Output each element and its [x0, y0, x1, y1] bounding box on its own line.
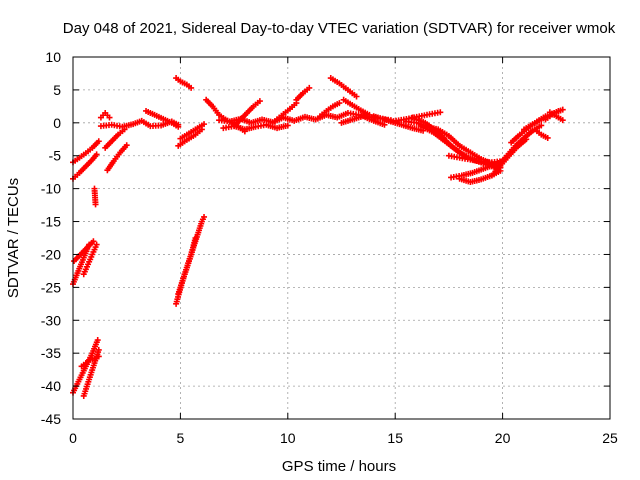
data-point	[93, 241, 100, 248]
data-point	[538, 122, 545, 129]
series-arc-18	[175, 126, 205, 149]
y-tick-label: 5	[53, 82, 61, 98]
y-tick-label: -35	[41, 345, 61, 361]
series-arc-10	[71, 238, 97, 265]
data-point	[336, 100, 343, 107]
data-point	[544, 134, 551, 141]
series-arc-29	[338, 113, 388, 128]
data-point	[201, 213, 208, 220]
series-arc-19	[177, 121, 208, 142]
data-point	[95, 353, 102, 360]
data-point	[497, 167, 504, 174]
series-arc-14	[78, 353, 102, 370]
series-arc-23	[231, 98, 263, 130]
data-point	[256, 98, 263, 105]
data-point	[381, 121, 388, 128]
axis-ticks	[72, 56, 611, 420]
series-arc-07	[143, 107, 182, 130]
x-tick-label: 20	[495, 430, 511, 446]
data-markers	[70, 75, 566, 399]
data-point	[437, 109, 444, 116]
data-point	[92, 201, 99, 208]
series-arc-02	[70, 151, 100, 182]
data-point	[123, 142, 130, 149]
y-tick-label: -30	[41, 312, 61, 328]
data-point	[95, 346, 102, 353]
series-arc-05	[102, 126, 128, 151]
y-tick-label: -45	[41, 411, 61, 427]
x-axis-label: GPS time / hours	[282, 458, 396, 475]
series-arc-25	[293, 84, 313, 103]
data-point	[353, 93, 360, 100]
series-arc-06	[104, 142, 130, 174]
y-axis-label: SDTVAR / TECUs	[5, 178, 22, 298]
y-tick-label: -10	[41, 181, 61, 197]
series-arc-16	[175, 235, 199, 297]
y-tick-label: -25	[41, 279, 61, 295]
chart-title: Day 048 of 2021, Sidereal Day-to-day VTE…	[63, 20, 616, 37]
data-point	[106, 114, 113, 121]
data-point	[192, 235, 199, 241]
data-point	[201, 121, 208, 128]
series-arc-08	[91, 185, 99, 208]
series-arc-04	[97, 109, 113, 121]
x-tick-label: 0	[69, 430, 77, 446]
y-tick-label: -40	[41, 378, 61, 394]
x-tick-label: 10	[280, 430, 296, 446]
series-arc-44	[542, 106, 566, 123]
data-point	[175, 123, 182, 130]
series-arc-42	[531, 126, 551, 141]
y-tick-label: -20	[41, 246, 61, 262]
data-point	[559, 117, 566, 124]
data-point	[284, 122, 291, 129]
series-arc-26	[317, 100, 343, 120]
data-point	[93, 151, 100, 158]
data-point	[90, 238, 97, 245]
tick-labels: 0 5 10 15 20 25 10 5 0 -5 -10 -15 -20 -25 -30 -35 -40 -45	[41, 49, 618, 446]
data-point	[94, 337, 101, 344]
plot-frame	[72, 56, 611, 420]
y-tick-label: 0	[53, 115, 61, 131]
y-tick-label: 10	[45, 49, 61, 65]
data-point	[95, 138, 102, 145]
series-arc-27	[327, 75, 360, 100]
y-tick-label: -5	[49, 148, 62, 164]
x-tick-label: 25	[602, 430, 618, 446]
series-arc-11	[80, 241, 100, 278]
data-point	[188, 84, 195, 91]
data-point	[121, 126, 128, 133]
data-point	[306, 84, 313, 91]
x-tick-label: 5	[177, 430, 185, 446]
series-arc-17	[173, 75, 195, 91]
y-tick-label: -15	[41, 214, 61, 230]
x-tick-label: 15	[387, 430, 403, 446]
data-point	[559, 106, 566, 113]
